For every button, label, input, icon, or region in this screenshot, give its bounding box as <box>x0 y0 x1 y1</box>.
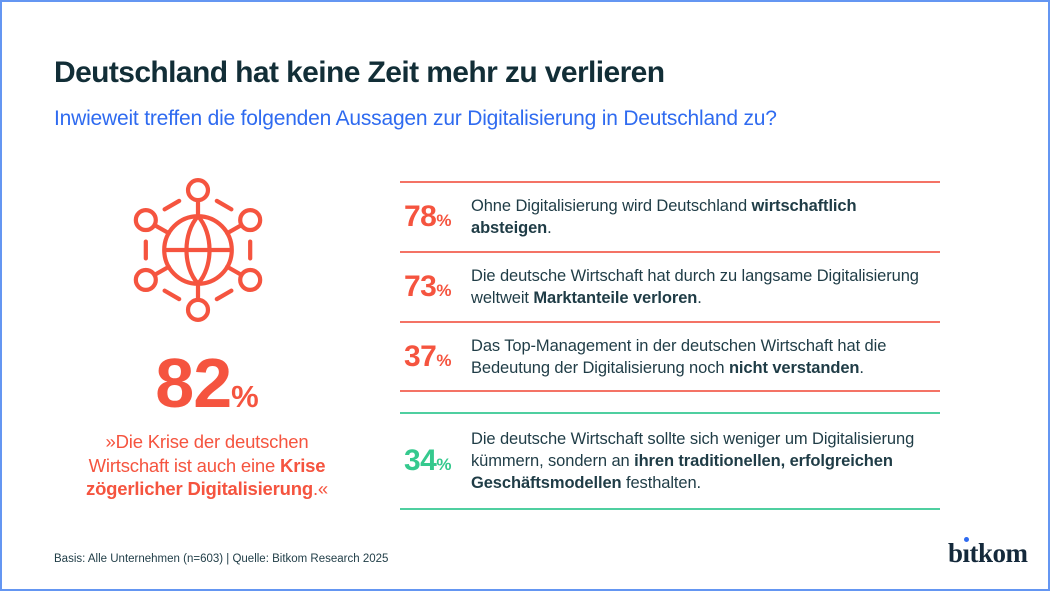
page-title: Deutschland hat keine Zeit mehr zu verli… <box>54 56 665 89</box>
highlight-number: 82 <box>155 344 232 422</box>
stat-value: 78% <box>404 200 451 233</box>
bitkom-logo: bı tkom <box>948 537 1028 568</box>
divider-line <box>400 251 940 253</box>
stats-list: 78% Ohne Digitalisierung wird Deutschlan… <box>400 181 940 510</box>
stat-text: Ohne Digitalisierung wird Deutschland wi… <box>471 197 857 237</box>
stat-row: 34% Die deutsche Wirtschaft sollte sich … <box>400 414 940 508</box>
divider-line <box>400 321 940 323</box>
highlight-quote: »Die Krise der deutschen Wirtschaft ist … <box>86 431 328 499</box>
stat-value: 37% <box>404 339 451 373</box>
page-subtitle: Inwieweit treffen die folgenden Aussagen… <box>54 107 777 130</box>
globe-network-icon <box>132 173 264 327</box>
logo-dot <box>964 537 970 542</box>
stat-row: 78% Ohne Digitalisierung wird Deutschlan… <box>400 183 940 251</box>
stat-text: Das Top-Management in der deutschen Wirt… <box>471 336 887 377</box>
highlight-percent-sign: % <box>231 379 259 414</box>
row-gap <box>400 392 940 412</box>
divider-line <box>400 181 940 183</box>
highlight-value: 82% <box>57 348 357 418</box>
divider-line <box>400 508 940 510</box>
stat-text: Die deutsche Wirtschaft hat durch zu lan… <box>471 267 919 307</box>
divider-line <box>400 390 940 392</box>
stat-value: 73% <box>404 270 451 303</box>
divider-line <box>400 412 940 414</box>
source-note: Basis: Alle Unternehmen (n=603) | Quelle… <box>54 553 389 565</box>
stat-text: Die deutsche Wirtschaft sollte sich weni… <box>471 430 915 492</box>
stat-row: 73% Die deutsche Wirtschaft hat durch zu… <box>400 253 940 321</box>
stat-row: 37% Das Top-Management in der deutschen … <box>400 323 940 390</box>
stat-value: 34% <box>404 444 451 477</box>
